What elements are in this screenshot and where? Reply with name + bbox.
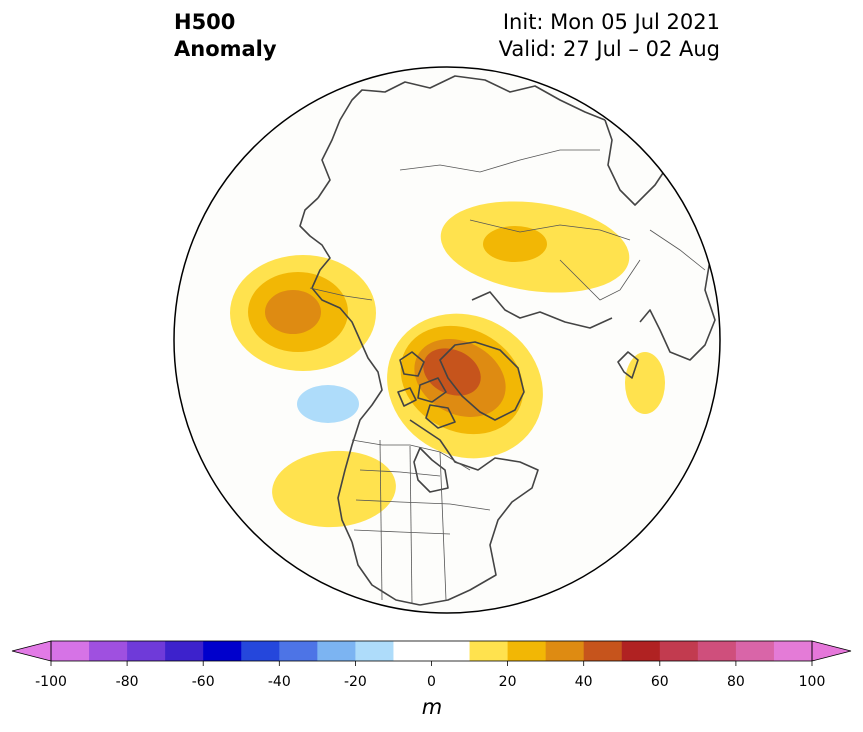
colorbar-segment [583,641,623,661]
colorbar-segment [165,641,204,661]
colorbar-segment [773,641,813,661]
colorbar-tick-label: -40 [267,674,291,690]
colorbar [11,640,852,666]
colorbar-segment [51,641,90,661]
colorbar-segment [697,641,737,661]
colorbar-over-arrow [811,640,852,662]
anomaly-gulf-alaska-trough [297,385,359,423]
title-right: Init: Mon 05 Jul 2021 Valid: 27 Jul – 02… [499,9,720,63]
colorbar-ticks [50,661,813,666]
valid-range: Valid: 27 Jul – 02 Aug [498,37,720,61]
anomaly-label: Anomaly [174,37,277,61]
anomaly-europe-ridge [625,352,665,414]
colorbar-tick-label: 0 [427,674,436,690]
colorbar-segment [659,641,699,661]
colorbar-segment [735,641,775,661]
colorbar-segment [469,641,509,661]
colorbar-tick-label: 20 [498,674,517,690]
init-date: Init: Mon 05 Jul 2021 [502,10,720,34]
anomaly-alaska-ridge [230,255,376,371]
colorbar-segment [393,641,471,661]
colorbar-segments [51,641,813,661]
colorbar-tick-label: 40 [574,674,593,690]
colorbar-tick-label: -100 [35,674,67,690]
borders [309,149,706,605]
colorbar-segment [203,641,242,661]
colorbar-unit-label: m [421,695,443,719]
colorbar-segment [279,641,318,661]
variable-label: H500 [174,10,236,34]
colorbar-tick-label: 100 [798,674,826,690]
colorbar-tick-label: -60 [191,674,215,690]
colorbar-segment [241,641,280,661]
colorbar-segment [89,641,128,661]
colorbar-segment [545,641,585,661]
polar-map [173,66,721,614]
colorbar-segment [317,641,356,661]
colorbar-tick-label: 60 [650,674,669,690]
colorbar-segment [621,641,661,661]
colorbar-tick-label: 80 [726,674,745,690]
colorbar-segment [355,641,394,661]
colorbar-tick-label: -20 [343,674,367,690]
map-boundary [173,66,721,614]
title-left: H500 Anomaly [174,9,277,63]
colorbar-segment [127,641,166,661]
colorbar-under-arrow [11,640,52,662]
colorbar-tick-label: -80 [115,674,139,690]
colorbar-segment [507,641,547,661]
